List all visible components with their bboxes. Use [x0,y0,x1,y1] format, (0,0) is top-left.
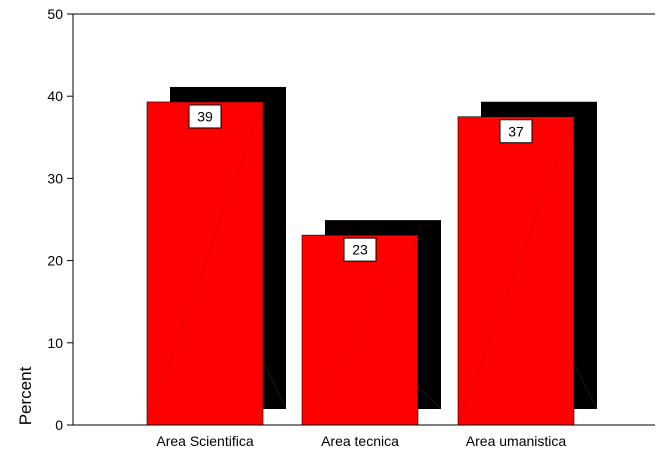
data-label-box [188,104,222,129]
shadow-seam [417,386,442,410]
data-label: 37 [508,123,524,139]
y-tick-label: 0 [55,417,63,433]
x-tick-label: Area umanistica [466,433,567,449]
y-tick-label: 40 [47,88,63,104]
bar-seam [146,101,264,426]
data-label-box [499,119,533,144]
y-tick-label: 10 [47,335,63,351]
shadow-seam [262,360,287,410]
shadow-seam [573,363,598,410]
y-tick-label: 20 [47,253,63,269]
data-label: 23 [352,242,368,258]
bar-seam [457,116,575,426]
y-axis-label: Percent [16,366,35,425]
y-tick-label: 50 [47,6,63,22]
data-label-box [343,237,377,262]
data-label: 39 [197,108,213,124]
x-tick-label: Area tecnica [321,433,399,449]
y-tick-label: 30 [47,170,63,186]
x-tick-label: Area Scientifica [156,433,253,449]
bar-seam [301,234,419,426]
